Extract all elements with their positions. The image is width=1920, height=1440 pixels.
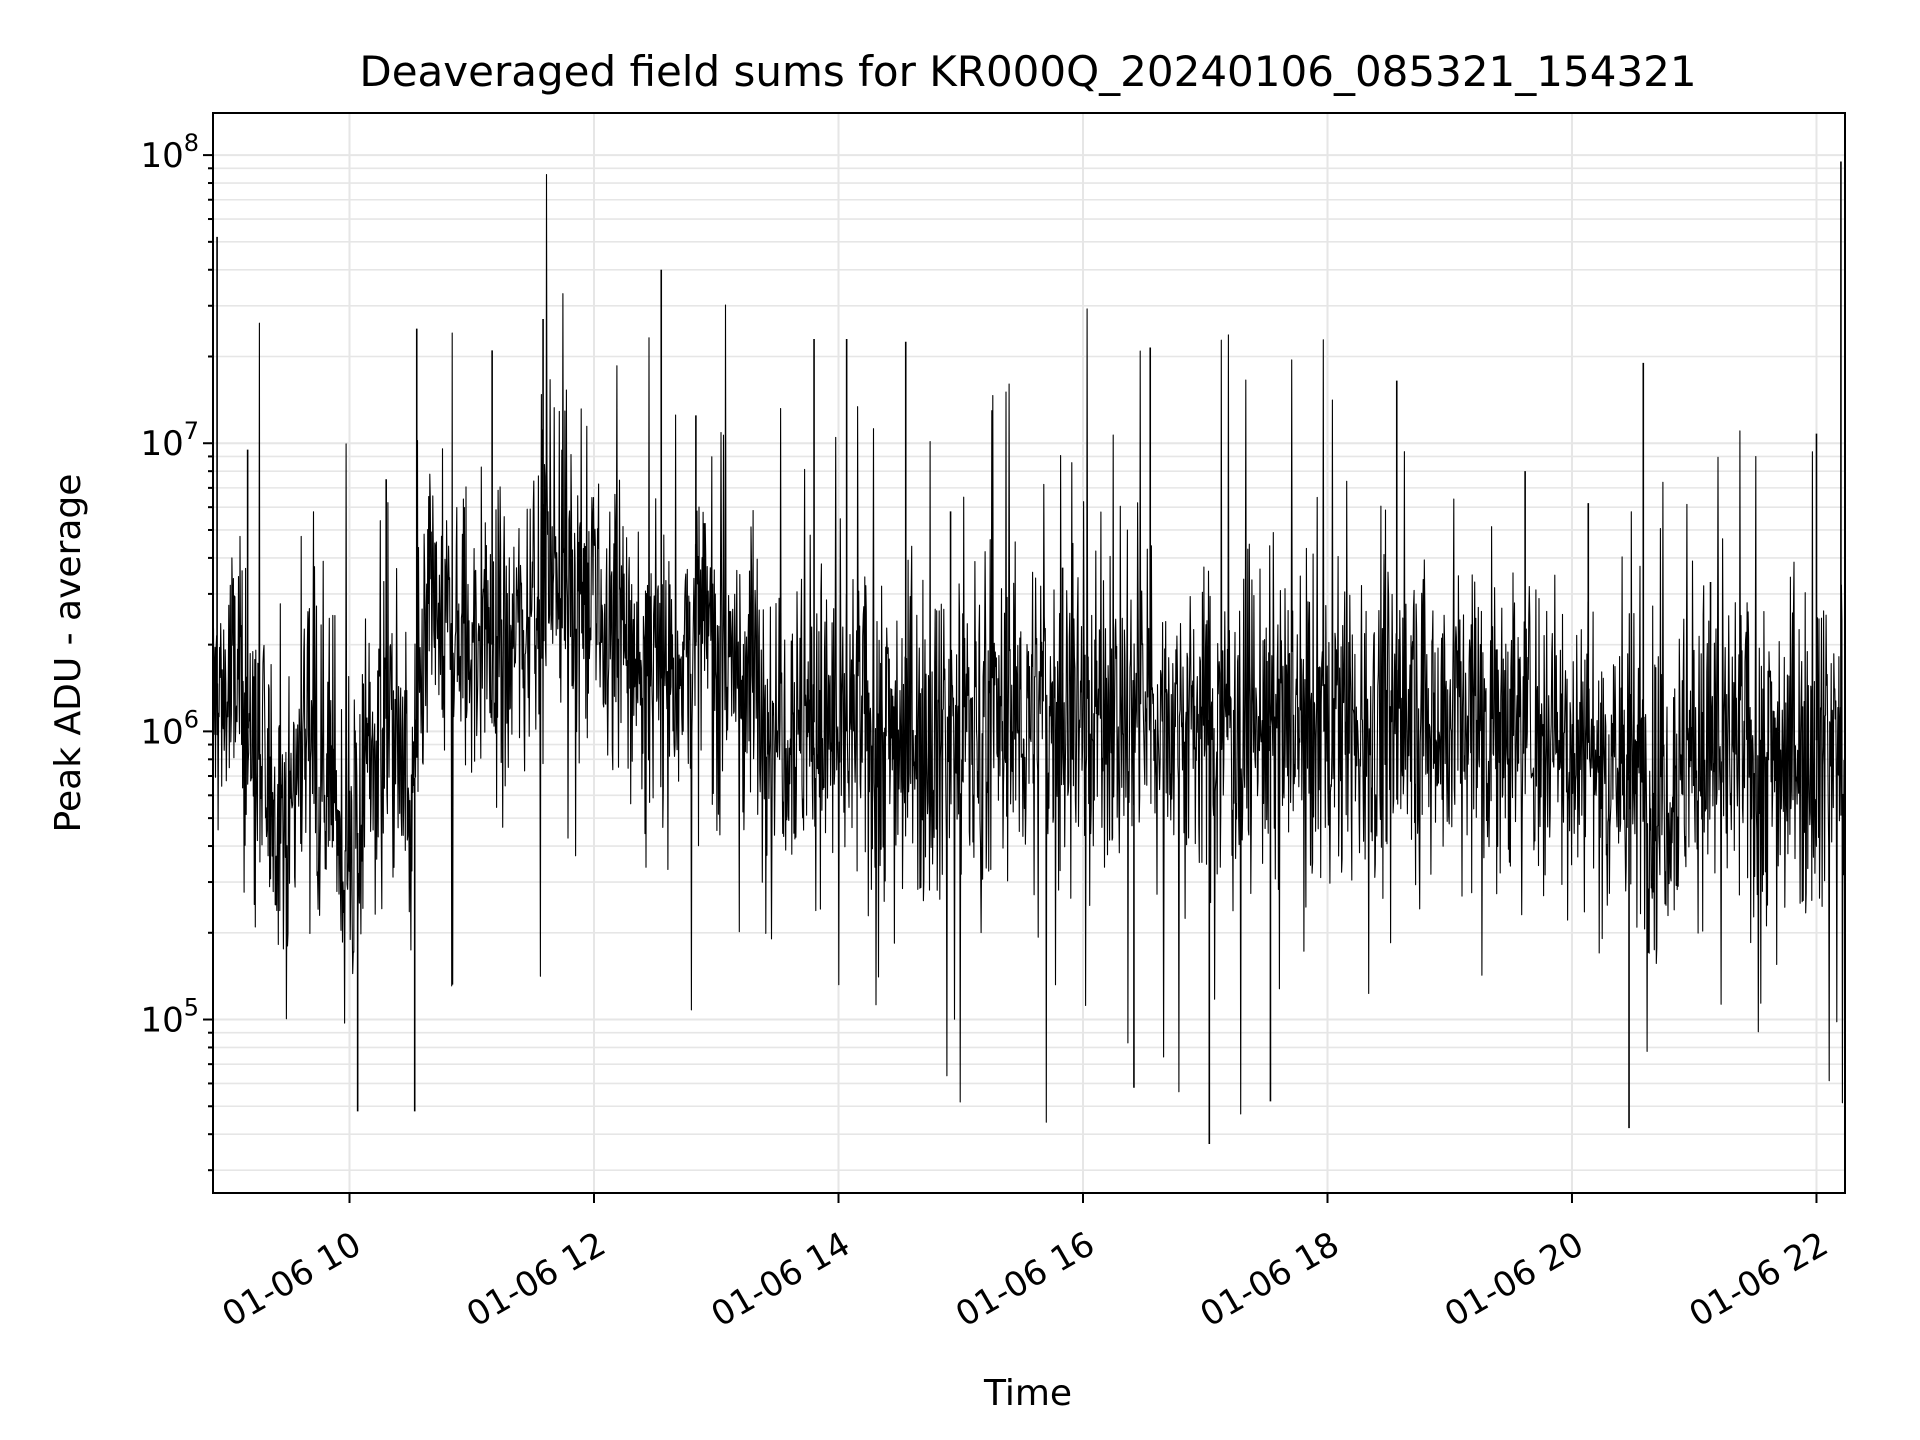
y-tick-base: 10 bbox=[140, 424, 183, 464]
y-axis-label: Peak ADU - average bbox=[48, 474, 89, 833]
y-tick-exponent: 7 bbox=[184, 417, 199, 445]
y-tick-base: 10 bbox=[140, 712, 183, 752]
y-tick-base: 10 bbox=[140, 136, 183, 176]
grid bbox=[213, 113, 1845, 1193]
x-axis-label: Time bbox=[983, 1373, 1072, 1414]
y-tick-label: 106 bbox=[140, 705, 199, 752]
series bbox=[212, 161, 1846, 1144]
y-tick-exponent: 6 bbox=[184, 705, 199, 733]
series-line bbox=[212, 174, 1846, 1123]
y-tick-base: 10 bbox=[140, 1001, 183, 1041]
y-tick-exponent: 5 bbox=[184, 994, 199, 1022]
chart-title: Deaveraged field sums for KR000Q_2024010… bbox=[359, 47, 1696, 96]
y-tick-label: 108 bbox=[140, 129, 199, 176]
y-tick-label: 105 bbox=[140, 994, 199, 1041]
y-tick-label: 107 bbox=[140, 417, 199, 464]
y-tick-exponent: 8 bbox=[184, 129, 199, 157]
plot-frame bbox=[212, 112, 1846, 1194]
